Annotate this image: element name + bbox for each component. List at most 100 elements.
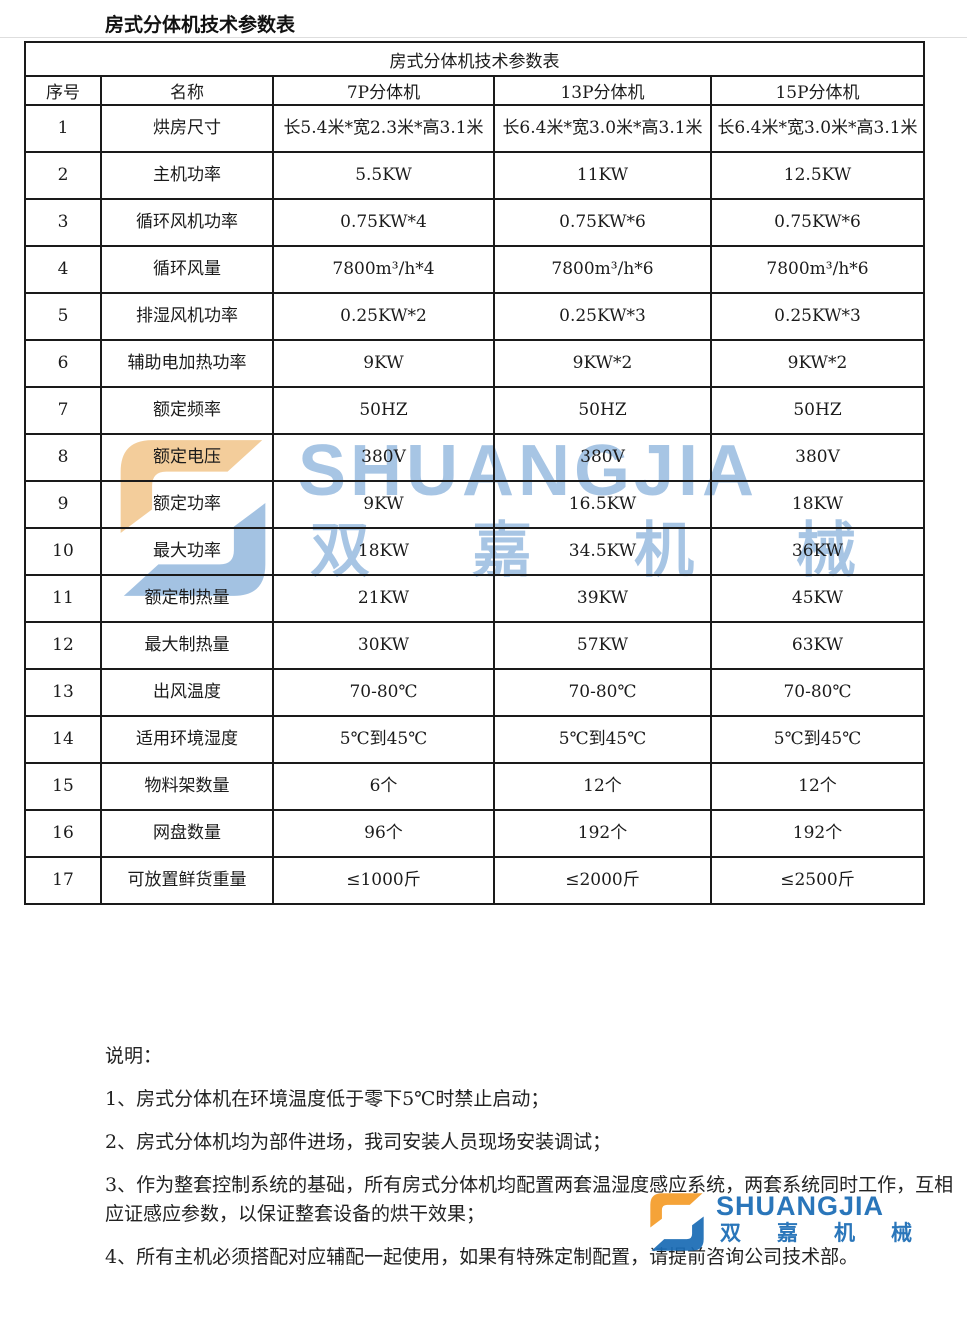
param-value-cell-15p: 5℃到45℃	[710, 715, 925, 764]
param-value-cell-13p: 长6.4米*宽3.0米*高3.1米	[493, 104, 712, 153]
param-value-cell-7p: 70-80℃	[272, 668, 495, 717]
row-index-cell: 14	[24, 715, 102, 764]
param-name-cell: 最大功率	[100, 527, 274, 576]
row-index-cell: 7	[24, 386, 102, 435]
table-header-row: 序号 名称 7P分体机 13P分体机 15P分体机	[24, 75, 925, 106]
row-index-cell: 4	[24, 245, 102, 294]
table-caption-row: 房式分体机技术参数表	[24, 41, 925, 77]
row-index-cell: 6	[24, 339, 102, 388]
table-row: 7 额定频率 50HZ 50HZ 50HZ	[24, 386, 925, 435]
param-value-cell-7p: 7800m³/h*4	[272, 245, 495, 294]
param-value-cell-15p: 0.25KW*3	[710, 292, 925, 341]
param-value-cell-15p: 9KW*2	[710, 339, 925, 388]
param-name-cell: 烘房尺寸	[100, 104, 274, 153]
param-value-cell-15p: 长6.4米*宽3.0米*高3.1米	[710, 104, 925, 153]
row-index-cell: 2	[24, 151, 102, 200]
row-index-cell: 12	[24, 621, 102, 670]
table-row: 14 适用环境湿度 5℃到45℃ 5℃到45℃ 5℃到45℃	[24, 715, 925, 764]
param-value-cell-7p: 50HZ	[272, 386, 495, 435]
column-header-13p: 13P分体机	[493, 75, 712, 106]
param-value-cell-13p: 5℃到45℃	[493, 715, 712, 764]
table-row: 13 出风温度 70-80℃ 70-80℃ 70-80℃	[24, 668, 925, 717]
note-item: 3、作为整套控制系统的基础，所有房式分体机均配置两套温湿度感应系统，两套系统同时…	[105, 1174, 954, 1225]
param-value-cell-7p: 9KW	[272, 480, 495, 529]
param-value-cell-15p: 0.75KW*6	[710, 198, 925, 247]
table-row: 5 排湿风机功率 0.25KW*2 0.25KW*3 0.25KW*3	[24, 292, 925, 341]
table-row: 16 网盘数量 96个 192个 192个	[24, 809, 925, 858]
param-value-cell-15p: 70-80℃	[710, 668, 925, 717]
param-name-cell: 出风温度	[100, 668, 274, 717]
table-row: 9 额定功率 9KW 16.5KW 18KW	[24, 480, 925, 529]
param-value-cell-13p: 380V	[493, 433, 712, 482]
shuangjia-logo-icon	[650, 1193, 704, 1251]
param-value-cell-15p: 12个	[710, 762, 925, 811]
footer-brand-latin: SHUANGJIA	[716, 1191, 885, 1221]
param-name-cell: 物料架数量	[100, 762, 274, 811]
param-name-cell: 循环风机功率	[100, 198, 274, 247]
footer-brand-text: SHUANGJIA 双嘉机械	[716, 1192, 948, 1245]
table-row: 8 额定电压 380V 380V 380V	[24, 433, 925, 482]
row-index-cell: 16	[24, 809, 102, 858]
row-index-cell: 15	[24, 762, 102, 811]
param-value-cell-15p: 12.5KW	[710, 151, 925, 200]
param-value-cell-7p: ≤1000斤	[272, 856, 495, 905]
spec-table: 房式分体机技术参数表 序号 名称 7P分体机 13P分体机 15P分体机 1 烘房…	[24, 41, 925, 905]
footer-brand-logo: SHUANGJIA 双嘉机械	[648, 1192, 948, 1252]
row-index-cell: 10	[24, 527, 102, 576]
param-name-cell: 循环风量	[100, 245, 274, 294]
table-body: 1 烘房尺寸 长5.4米*宽2.3米*高3.1米 长6.4米*宽3.0米*高3.1米长…	[24, 104, 925, 905]
param-name-cell: 网盘数量	[100, 809, 274, 858]
page-divider	[0, 37, 967, 38]
table-row: 2 主机功率 5.5KW 11KW 12.5KW	[24, 151, 925, 200]
column-header-15p: 15P分体机	[710, 75, 925, 106]
column-header-name: 名称	[100, 75, 274, 106]
param-value-cell-13p: 16.5KW	[493, 480, 712, 529]
note-item: 1、房式分体机在环境温度低于零下5℃时禁止启动；	[105, 1088, 550, 1110]
param-value-cell-7p: 长5.4米*宽2.3米*高3.1米	[272, 104, 495, 153]
param-value-cell-7p: 0.75KW*4	[272, 198, 495, 247]
param-value-cell-7p: 0.25KW*2	[272, 292, 495, 341]
column-header-index: 序号	[24, 75, 102, 106]
param-value-cell-7p: 6个	[272, 762, 495, 811]
param-name-cell: 额定制热量	[100, 574, 274, 623]
row-index-cell: 13	[24, 668, 102, 717]
row-index-cell: 11	[24, 574, 102, 623]
table-row: 4 循环风量 7800m³/h*4 7800m³/h*6 7800m³/h*6	[24, 245, 925, 294]
param-value-cell-13p: 7800m³/h*6	[493, 245, 712, 294]
param-value-cell-7p: 30KW	[272, 621, 495, 670]
param-value-cell-13p: 9KW*2	[493, 339, 712, 388]
notes-section: 说明： 1、房式分体机在环境温度低于零下5℃时禁止启动； 2、房式分体机均为部件…	[105, 1042, 955, 1286]
param-value-cell-7p: 5.5KW	[272, 151, 495, 200]
param-name-cell: 主机功率	[100, 151, 274, 200]
param-name-cell: 排湿风机功率	[100, 292, 274, 341]
param-value-cell-13p: 50HZ	[493, 386, 712, 435]
param-value-cell-15p: 63KW	[710, 621, 925, 670]
row-index-cell: 1	[24, 104, 102, 153]
table-row: 17 可放置鲜货重量 ≤1000斤 ≤2000斤 ≤2500斤	[24, 856, 925, 905]
param-value-cell-13p: 34.5KW	[493, 527, 712, 576]
param-name-cell: 最大制热量	[100, 621, 274, 670]
table-row: 15 物料架数量 6个 12个 12个	[24, 762, 925, 811]
param-value-cell-13p: 70-80℃	[493, 668, 712, 717]
row-index-cell: 3	[24, 198, 102, 247]
row-index-cell: 5	[24, 292, 102, 341]
param-name-cell: 辅助电加热功率	[100, 339, 274, 388]
param-value-cell-15p: ≤2500斤	[710, 856, 925, 905]
table-row: 11 额定制热量 21KW 39KW 45KW	[24, 574, 925, 623]
param-value-cell-7p: 9KW	[272, 339, 495, 388]
footer-brand-cjk: 双嘉机械	[720, 1221, 948, 1245]
param-value-cell-13p: 11KW	[493, 151, 712, 200]
param-value-cell-13p: 192个	[493, 809, 712, 858]
row-index-cell: 17	[24, 856, 102, 905]
page-title: 房式分体机技术参数表	[105, 14, 296, 36]
note-item: 2、房式分体机均为部件进场，我司安装人员现场安装调试；	[105, 1131, 612, 1153]
param-name-cell: 额定频率	[100, 386, 274, 435]
param-value-cell-7p: 21KW	[272, 574, 495, 623]
table-caption: 房式分体机技术参数表	[24, 41, 925, 77]
param-value-cell-7p: 380V	[272, 433, 495, 482]
note-item: 4、所有主机必须搭配对应辅配一起使用，如果有特殊定制配置，请提前咨询公司技术部。	[105, 1246, 859, 1268]
param-name-cell: 适用环境湿度	[100, 715, 274, 764]
param-value-cell-7p: 5℃到45℃	[272, 715, 495, 764]
param-value-cell-15p: 36KW	[710, 527, 925, 576]
